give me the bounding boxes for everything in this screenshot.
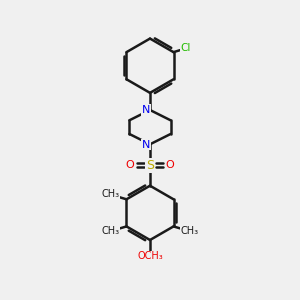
Text: O: O: [166, 160, 174, 170]
Text: Cl: Cl: [181, 43, 191, 53]
Text: CH₃: CH₃: [101, 189, 119, 200]
Text: CH₃: CH₃: [181, 226, 199, 236]
Text: OCH₃: OCH₃: [137, 251, 163, 261]
Text: N: N: [142, 105, 151, 115]
Text: O: O: [126, 160, 134, 170]
Text: CH₃: CH₃: [101, 226, 119, 236]
Text: N: N: [142, 140, 151, 150]
Text: S: S: [146, 159, 154, 172]
